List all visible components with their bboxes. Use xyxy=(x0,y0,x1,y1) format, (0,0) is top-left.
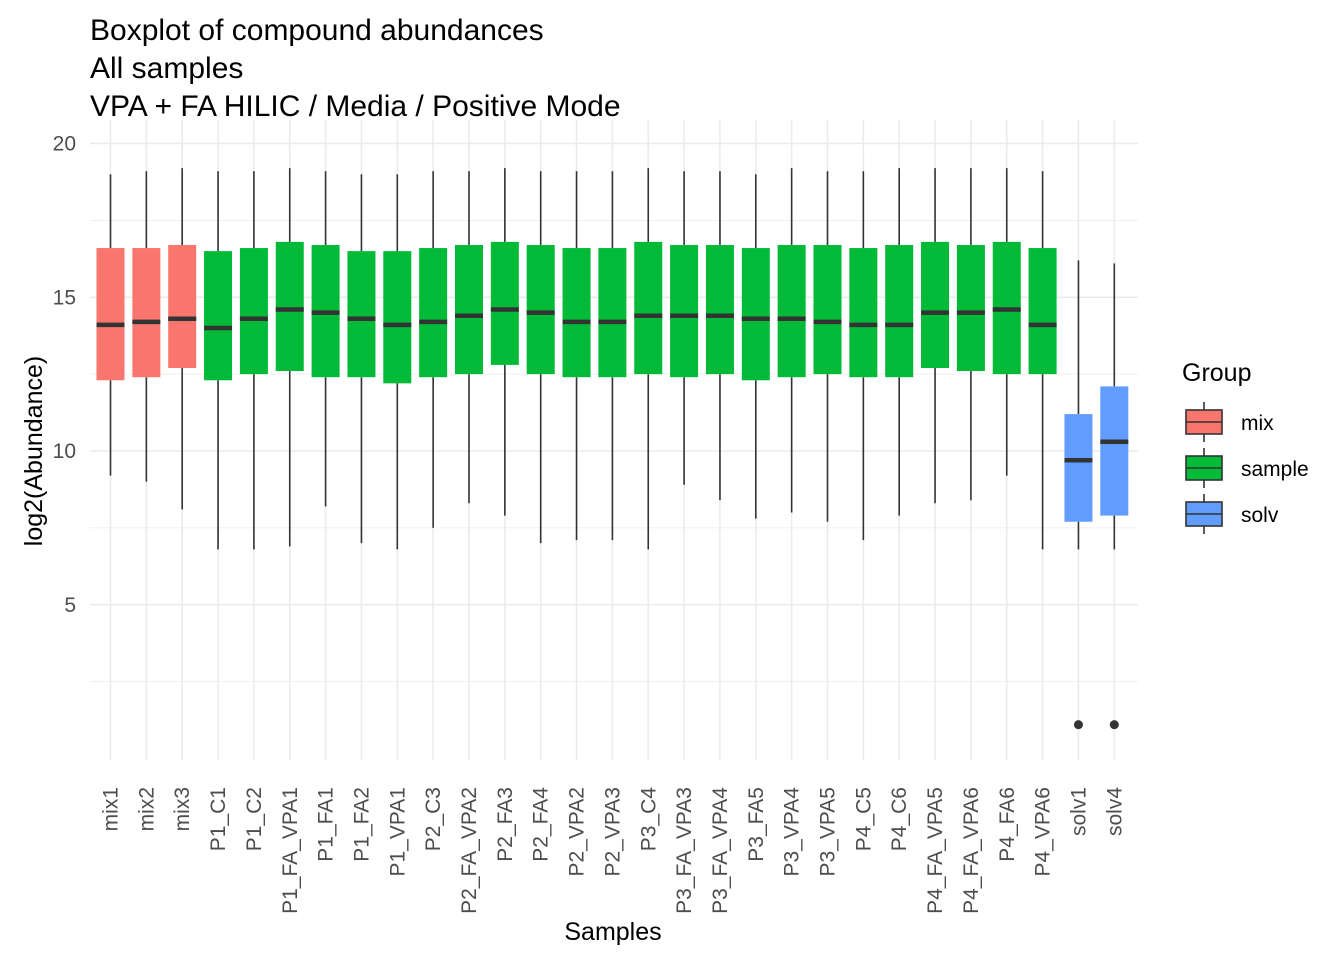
box-mix1 xyxy=(96,248,125,381)
x-tick-label: P4_C5 xyxy=(852,787,875,851)
x-tick-label: P4_FA_VPA6 xyxy=(960,787,983,914)
legend-label-solv: solv xyxy=(1241,504,1279,527)
x-tick-label: P2_FA_VPA2 xyxy=(458,787,481,914)
x-tick-label: P1_C1 xyxy=(207,787,230,851)
x-tick-label: mix2 xyxy=(135,787,158,831)
y-tick-label: 15 xyxy=(53,286,76,309)
outlier-point xyxy=(1073,720,1083,730)
y-tick-label: 20 xyxy=(53,133,76,156)
x-tick-label: P4_FA6 xyxy=(996,787,1019,862)
box-mix3 xyxy=(168,244,197,368)
x-tick-label: P4_C6 xyxy=(888,787,911,851)
box-P2_FA3 xyxy=(490,241,519,365)
box-P2_VPA3 xyxy=(598,248,627,378)
box-P3_VPA4 xyxy=(777,244,806,378)
x-tick-label: P3_C4 xyxy=(637,787,660,852)
box-P4_FA_VPA5 xyxy=(921,241,950,368)
x-tick-label: P4_VPA6 xyxy=(1032,787,1055,877)
box-P2_FA_VPA2 xyxy=(455,244,483,375)
title-line-1: Boxplot of compound abundances xyxy=(90,14,544,47)
box-P2_C3 xyxy=(419,248,448,378)
x-tick-label: P1_VPA1 xyxy=(386,787,409,877)
x-tick-label: P3_FA5 xyxy=(745,787,768,862)
x-axis-title: Samples xyxy=(564,918,661,946)
box-P4_C6 xyxy=(885,244,914,378)
x-tick-label: P2_VPA2 xyxy=(566,787,589,877)
x-tick-label: P1_FA1 xyxy=(315,787,338,862)
box-solv4 xyxy=(1100,386,1129,516)
box-P1_FA2 xyxy=(347,251,376,378)
x-tick-label: P2_VPA3 xyxy=(601,787,624,877)
box-P1_VPA1 xyxy=(383,251,412,384)
y-axis-title: log2(Abundance) xyxy=(20,356,48,546)
legend-label-sample: sample xyxy=(1241,458,1309,481)
box-P2_VPA2 xyxy=(562,248,591,378)
box-P4_FA_VPA6 xyxy=(956,244,985,372)
x-tick-label: P3_VPA4 xyxy=(781,787,804,877)
legend-label-mix: mix xyxy=(1241,412,1274,435)
box-P3_FA_VPA3 xyxy=(670,244,699,378)
box-P3_FA5 xyxy=(741,248,770,381)
box-P3_FA_VPA4 xyxy=(705,244,734,375)
box-P4_VPA6 xyxy=(1028,248,1057,375)
box-P1_C1 xyxy=(204,251,233,381)
x-axis-ticks: mix1 mix2 mix3 P1_C1 P1_C2 P1_FA_VPA1 P1_FA1 P1… xyxy=(100,787,1127,914)
y-tick-label: 5 xyxy=(64,594,76,617)
title-line-2: All samples xyxy=(90,52,243,85)
box-P3_C4 xyxy=(634,241,663,375)
x-tick-label: P4_FA_VPA5 xyxy=(924,787,947,914)
x-tick-label: solv1 xyxy=(1067,787,1090,836)
y-axis-ticks: 5 10 15 20 xyxy=(53,133,76,617)
grid-lines xyxy=(90,120,1138,760)
box-P2_FA4 xyxy=(526,244,555,375)
box-solv1 xyxy=(1064,414,1093,522)
legend-title: Group xyxy=(1182,359,1251,387)
x-tick-label: mix1 xyxy=(100,787,123,831)
x-tick-label: solv4 xyxy=(1103,787,1126,836)
x-tick-label: P2_C3 xyxy=(422,787,445,851)
x-tick-label: P1_FA_VPA1 xyxy=(279,787,302,914)
x-tick-label: P3_FA_VPA4 xyxy=(709,787,732,914)
x-tick-label: P2_FA3 xyxy=(494,787,517,862)
title-line-3: VPA + FA HILIC / Media / Positive Mode xyxy=(90,90,621,123)
y-tick-label: 10 xyxy=(53,440,76,463)
legend: Group mix sample solv xyxy=(1182,359,1309,534)
box-P1_C2 xyxy=(239,248,268,375)
x-tick-label: P1_C2 xyxy=(243,787,266,851)
box-P3_VPA5 xyxy=(813,244,842,375)
box-P4_C5 xyxy=(849,248,878,378)
x-tick-label: P2_FA4 xyxy=(530,787,553,862)
x-tick-label: mix3 xyxy=(171,787,194,831)
chart-title: Boxplot of compound abundances All sampl… xyxy=(90,14,621,123)
x-tick-label: P3_VPA5 xyxy=(817,787,840,877)
boxes xyxy=(96,168,1129,730)
box-mix2 xyxy=(132,248,161,378)
x-tick-label: P3_FA_VPA3 xyxy=(673,787,696,914)
box-P1_FA_VPA1 xyxy=(275,241,304,372)
x-tick-label: P1_FA2 xyxy=(350,787,373,862)
outlier-point xyxy=(1109,720,1119,730)
